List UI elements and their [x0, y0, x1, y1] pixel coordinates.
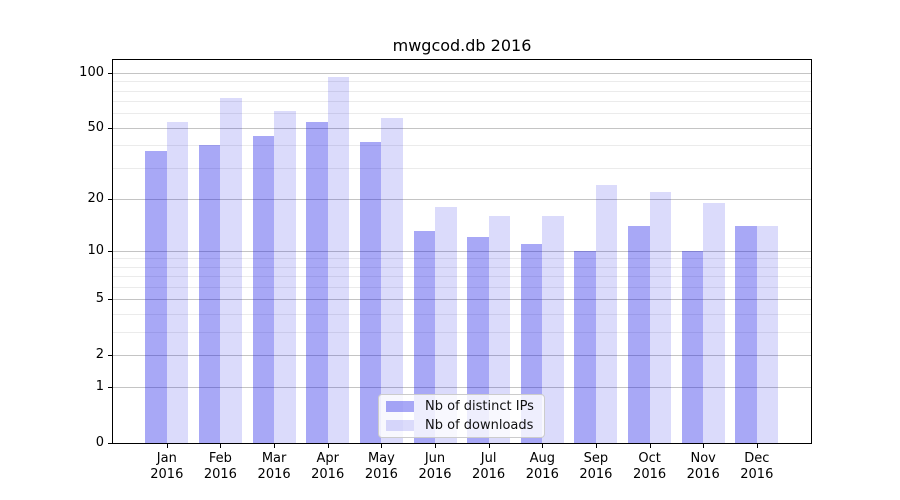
gridline-minor-40 — [113, 145, 811, 147]
x-tick-apr-2016 — [327, 444, 329, 448]
gridline-major-2 — [113, 354, 811, 356]
legend-item-distinct-ips: Nb of distinct IPs — [379, 399, 544, 414]
y-tick-2 — [108, 354, 112, 356]
bar-downloads-oct-2016 — [649, 191, 672, 443]
gridline-minor-6 — [113, 287, 811, 288]
gridline-minor-9 — [113, 258, 811, 260]
gridline-minor-70 — [113, 101, 811, 103]
chart-title: mwgcod.db 2016 — [392, 36, 532, 55]
bar-downloads-nov-2016 — [703, 202, 725, 443]
y-tick-label-10: 10 — [87, 242, 104, 258]
x-tick-aug-2016 — [542, 444, 544, 448]
x-tick-label-nov-2016: Nov 2016 — [686, 451, 720, 482]
bar-downloads-jan-2016 — [166, 121, 189, 443]
bar-downloads-feb-2016 — [220, 97, 242, 443]
bar-downloads-aug-2016 — [542, 215, 564, 443]
gridline-minor-3 — [113, 331, 811, 333]
gridline-major-50 — [113, 127, 811, 129]
x-tick-sep-2016 — [595, 444, 597, 448]
gridline-minor-30 — [113, 167, 811, 169]
x-tick-label-jun-2016: Jun 2016 — [418, 451, 452, 482]
y-tick-5 — [108, 299, 112, 301]
bar-distinct-ips-oct-2016 — [628, 225, 650, 443]
y-tick-label-50: 50 — [87, 119, 104, 135]
y-tick-label-1: 1 — [95, 379, 104, 395]
gridline-minor-60 — [113, 113, 811, 115]
bar-distinct-ips-may-2016 — [359, 141, 382, 443]
legend: Nb of distinct IPs Nb of downloads — [378, 394, 545, 438]
gridline-major-10 — [113, 250, 811, 252]
y-tick-label-2: 2 — [95, 346, 104, 362]
x-tick-nov-2016 — [703, 444, 705, 448]
x-tick-label-may-2016: May 2016 — [364, 451, 398, 482]
gridline-minor-8 — [113, 266, 811, 268]
y-tick-10 — [108, 250, 112, 252]
bar-distinct-ips-dec-2016 — [735, 225, 757, 443]
gridline-minor-90 — [113, 81, 811, 83]
x-tick-label-jul-2016: Jul 2016 — [472, 451, 506, 482]
y-tick-1 — [108, 387, 112, 389]
plot-area: Nb of distinct IPs Nb of downloads — [112, 59, 812, 444]
y-tick-label-20: 20 — [87, 190, 104, 206]
x-tick-may-2016 — [381, 444, 383, 448]
x-tick-label-apr-2016: Apr 2016 — [311, 451, 345, 482]
gridline-major-1 — [113, 387, 811, 389]
bar-downloads-apr-2016 — [327, 77, 350, 443]
x-tick-label-dec-2016: Dec 2016 — [740, 451, 774, 482]
gridline-major-20 — [113, 198, 811, 200]
x-tick-label-feb-2016: Feb 2016 — [203, 451, 237, 482]
y-tick-20 — [108, 198, 112, 200]
bar-distinct-ips-jul-2016 — [467, 237, 489, 443]
bar-downloads-mar-2016 — [274, 110, 296, 443]
bar-distinct-ips-mar-2016 — [252, 136, 275, 443]
bar-distinct-ips-apr-2016 — [306, 121, 328, 443]
x-tick-label-jan-2016: Jan 2016 — [150, 451, 184, 482]
bar-distinct-ips-aug-2016 — [520, 243, 543, 443]
legend-label-downloads: Nb of downloads — [425, 418, 534, 433]
x-tick-label-sep-2016: Sep 2016 — [579, 451, 613, 482]
bar-distinct-ips-sep-2016 — [574, 250, 596, 443]
y-tick-label-5: 5 — [95, 291, 104, 307]
y-tick-100 — [108, 73, 112, 74]
x-tick-label-mar-2016: Mar 2016 — [257, 451, 291, 482]
legend-swatch-distinct-ips — [386, 401, 414, 412]
x-tick-label-oct-2016: Oct 2016 — [633, 451, 667, 482]
y-tick-label-100: 100 — [79, 65, 104, 80]
bar-distinct-ips-jan-2016 — [145, 151, 167, 443]
legend-label-distinct-ips: Nb of distinct IPs — [425, 399, 534, 414]
x-tick-jun-2016 — [435, 444, 436, 448]
x-tick-mar-2016 — [274, 444, 276, 448]
bar-downloads-dec-2016 — [756, 225, 779, 443]
x-tick-dec-2016 — [756, 444, 758, 448]
y-tick-label-0: 0 — [95, 435, 104, 450]
legend-swatch-downloads — [386, 420, 414, 431]
x-tick-oct-2016 — [649, 444, 651, 448]
y-tick-50 — [108, 127, 112, 129]
x-tick-feb-2016 — [220, 444, 222, 448]
x-tick-jul-2016 — [488, 444, 490, 448]
bar-distinct-ips-jun-2016 — [413, 231, 435, 443]
x-tick-jan-2016 — [166, 444, 168, 448]
gridline-major-5 — [113, 299, 811, 301]
x-tick-label-aug-2016: Aug 2016 — [525, 451, 559, 482]
bar-downloads-jun-2016 — [435, 206, 457, 443]
bar-downloads-sep-2016 — [595, 184, 618, 443]
bar-distinct-ips-feb-2016 — [198, 145, 221, 443]
y-tick-0 — [108, 443, 112, 444]
gridline-minor-80 — [113, 90, 811, 92]
bar-distinct-ips-nov-2016 — [681, 250, 704, 443]
gridline-minor-7 — [113, 276, 811, 278]
gridline-minor-4 — [113, 314, 811, 315]
gridline-major-100 — [113, 73, 811, 74]
bar-downloads-may-2016 — [381, 117, 403, 443]
bar-downloads-jul-2016 — [488, 215, 511, 443]
legend-item-downloads: Nb of downloads — [379, 418, 544, 433]
